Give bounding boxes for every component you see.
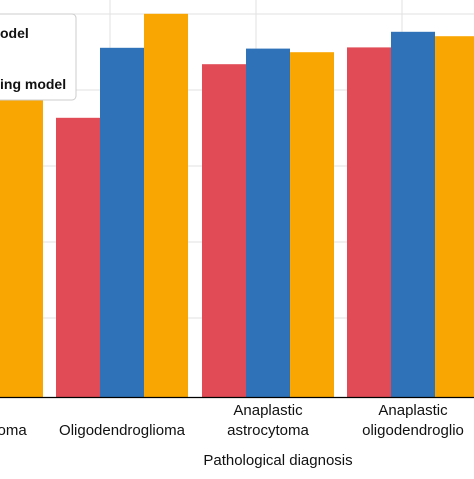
x-tick-label: Anaplastic oligodendroglio	[362, 402, 464, 439]
x-tick-label: toma	[0, 422, 27, 439]
legend: odel ing model	[0, 13, 77, 101]
bar-series-2-category-2	[100, 47, 144, 398]
x-tick-label: Anaplastic astrocytoma	[227, 402, 309, 439]
bar-series-3-category-2	[144, 13, 188, 398]
bar-series-1-category-3	[202, 64, 246, 397]
x-tick-label: Oligodendroglioma	[59, 422, 186, 439]
bar-series-3-category-1	[0, 61, 43, 397]
bar-series-1-category-2	[56, 117, 100, 398]
x-axis-title: Pathological diagnosis	[203, 452, 352, 469]
legend-box	[0, 13, 77, 101]
bar-series-3-category-4	[435, 36, 474, 397]
x-axis: toma Oligodendroglioma Anaplasticastrocyto…	[0, 396, 474, 439]
bar-series-1-category-4	[347, 47, 391, 398]
bar-series-2-category-3	[246, 48, 290, 397]
bars	[0, 13, 474, 398]
bar-series-3-category-3	[290, 52, 334, 397]
legend-label: odel	[0, 25, 29, 41]
bar-series-2-category-4	[391, 31, 435, 398]
legend-label: ing model	[0, 76, 66, 92]
